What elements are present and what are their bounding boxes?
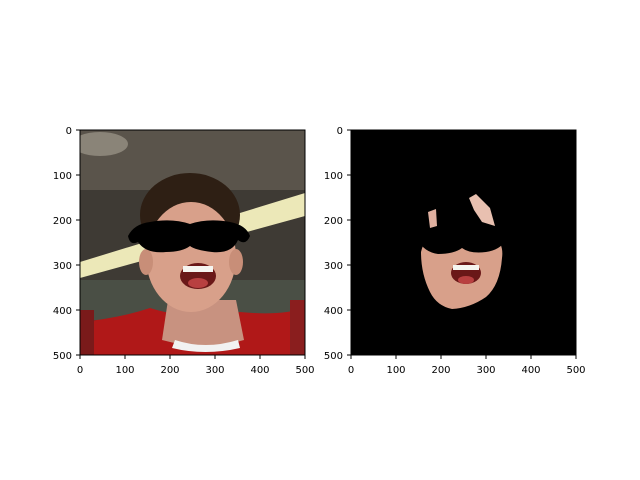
left-y-tick-label: 400 (53, 306, 72, 317)
left-y-tick-label: 500 (53, 351, 72, 362)
left-x-tick-label: 300 (205, 365, 224, 376)
right-x-tick-label: 200 (431, 365, 450, 376)
right-x-tick-label: 500 (566, 365, 585, 376)
right-y-tick-label: 300 (324, 261, 343, 272)
left-x-tick-label: 500 (295, 365, 314, 376)
right-image-panel (351, 130, 576, 355)
right-x-tick-label: 0 (348, 365, 354, 376)
left-axes-frame (79, 129, 306, 356)
left-y-tick-label: 0 (66, 126, 72, 137)
right-y-tick-label: 100 (324, 171, 343, 182)
left-y-tick-label: 100 (53, 171, 72, 182)
right-axes-frame (350, 129, 577, 356)
left-x-tick-label: 100 (115, 365, 134, 376)
right-x-tick-label: 100 (386, 365, 405, 376)
right-x-tick-label: 400 (521, 365, 540, 376)
left-x-tick-label: 400 (250, 365, 269, 376)
ticks-layer: 0 100 200 300 400 500 0 100 200 300 400 500 0 100 200 3… (53, 126, 586, 376)
right-y-tick-label: 200 (324, 216, 343, 227)
right-x-tick-label: 300 (476, 365, 495, 376)
right-y-tick-label: 500 (324, 351, 343, 362)
left-y-tick-label: 200 (53, 216, 72, 227)
left-image-panel (80, 130, 305, 355)
left-y-tick-label: 300 (53, 261, 72, 272)
left-x-tick-label: 200 (160, 365, 179, 376)
right-y-tick-label: 0 (337, 126, 343, 137)
left-x-tick-label: 0 (77, 365, 83, 376)
right-y-tick-label: 400 (324, 306, 343, 317)
